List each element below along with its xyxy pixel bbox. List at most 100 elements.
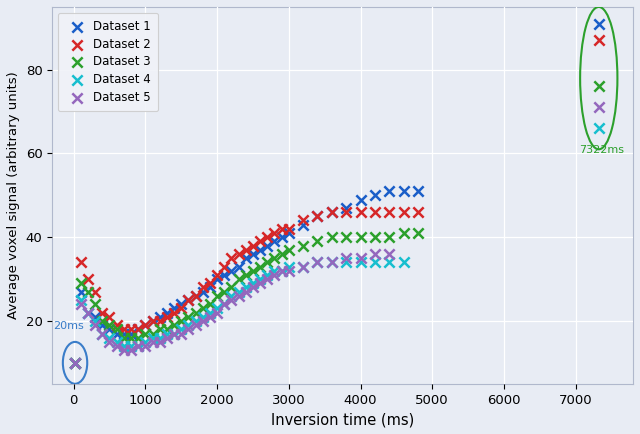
Dataset 1	[198, 288, 208, 295]
Dataset 5	[133, 342, 143, 349]
Dataset 4	[355, 259, 365, 266]
Dataset 3	[104, 322, 115, 329]
Dataset 3	[70, 359, 80, 366]
Dataset 4	[298, 263, 308, 270]
Dataset 5	[298, 263, 308, 270]
Dataset 3	[90, 301, 100, 308]
Dataset 5	[198, 318, 208, 325]
Dataset 2	[241, 247, 251, 253]
Dataset 2	[594, 37, 604, 44]
Dataset 2	[276, 225, 287, 232]
Dataset 4	[326, 259, 337, 266]
Dataset 1	[262, 242, 273, 249]
Dataset 5	[384, 250, 394, 257]
Dataset 1	[83, 309, 93, 316]
Dataset 2	[399, 209, 409, 216]
Dataset 3	[255, 263, 265, 270]
Dataset 4	[594, 125, 604, 132]
Dataset 2	[111, 322, 122, 329]
Dataset 2	[312, 213, 323, 220]
Dataset 2	[370, 209, 380, 216]
Dataset 1	[594, 20, 604, 27]
Dataset 4	[70, 359, 80, 366]
Dataset 1	[219, 271, 229, 278]
Dataset 1	[384, 187, 394, 194]
Dataset 3	[76, 280, 86, 287]
Dataset 5	[269, 271, 280, 278]
Dataset 4	[384, 259, 394, 266]
Dataset 1	[413, 187, 423, 194]
Dataset 2	[97, 309, 108, 316]
Dataset 4	[248, 280, 258, 287]
Dataset 3	[594, 83, 604, 90]
Dataset 5	[104, 339, 115, 345]
Dataset 4	[205, 309, 215, 316]
Dataset 3	[118, 334, 129, 341]
Dataset 3	[248, 267, 258, 274]
Dataset 1	[234, 263, 244, 270]
Dataset 4	[234, 288, 244, 295]
X-axis label: Inversion time (ms): Inversion time (ms)	[271, 412, 414, 427]
Dataset 1	[284, 230, 294, 237]
Dataset 3	[262, 259, 273, 266]
Dataset 2	[140, 322, 150, 329]
Dataset 4	[118, 342, 129, 349]
Dataset 3	[355, 234, 365, 241]
Dataset 1	[90, 313, 100, 320]
Dataset 1	[70, 359, 80, 366]
Dataset 4	[219, 301, 229, 308]
Dataset 5	[97, 330, 108, 337]
Dataset 4	[176, 326, 186, 333]
Dataset 4	[212, 305, 222, 312]
Dataset 1	[97, 322, 108, 329]
Dataset 3	[198, 305, 208, 312]
Dataset 4	[90, 318, 100, 325]
Dataset 1	[191, 293, 201, 299]
Dataset 3	[399, 230, 409, 237]
Dataset 3	[155, 326, 165, 333]
Dataset 2	[147, 318, 157, 325]
Dataset 5	[140, 342, 150, 349]
Dataset 3	[169, 322, 179, 329]
Dataset 3	[269, 255, 280, 262]
Dataset 2	[183, 296, 193, 303]
Dataset 3	[162, 326, 172, 333]
Dataset 2	[284, 225, 294, 232]
Dataset 2	[198, 284, 208, 291]
Dataset 2	[118, 326, 129, 333]
Dataset 5	[191, 322, 201, 329]
Dataset 5	[370, 250, 380, 257]
Dataset 4	[341, 259, 351, 266]
Dataset 5	[355, 255, 365, 262]
Dataset 2	[234, 250, 244, 257]
Dataset 3	[341, 234, 351, 241]
Dataset 3	[176, 318, 186, 325]
Dataset 5	[284, 267, 294, 274]
Dataset 3	[147, 330, 157, 337]
Dataset 2	[83, 276, 93, 283]
Dataset 3	[384, 234, 394, 241]
Dataset 1	[155, 313, 165, 320]
Dataset 1	[104, 326, 115, 333]
Dataset 5	[594, 104, 604, 111]
Dataset 4	[191, 318, 201, 325]
Dataset 3	[97, 318, 108, 325]
Dataset 2	[70, 359, 80, 366]
Dataset 2	[126, 326, 136, 333]
Dataset 3	[413, 230, 423, 237]
Dataset 1	[326, 209, 337, 216]
Dataset 4	[198, 313, 208, 320]
Dataset 4	[312, 259, 323, 266]
Dataset 1	[269, 238, 280, 245]
Dataset 2	[133, 326, 143, 333]
Dataset 5	[76, 301, 86, 308]
Dataset 1	[312, 213, 323, 220]
Dataset 4	[276, 267, 287, 274]
Dataset 5	[248, 284, 258, 291]
Dataset 4	[183, 322, 193, 329]
Dataset 4	[97, 330, 108, 337]
Dataset 3	[234, 276, 244, 283]
Dataset 2	[176, 305, 186, 312]
Dataset 2	[205, 280, 215, 287]
Dataset 5	[111, 342, 122, 349]
